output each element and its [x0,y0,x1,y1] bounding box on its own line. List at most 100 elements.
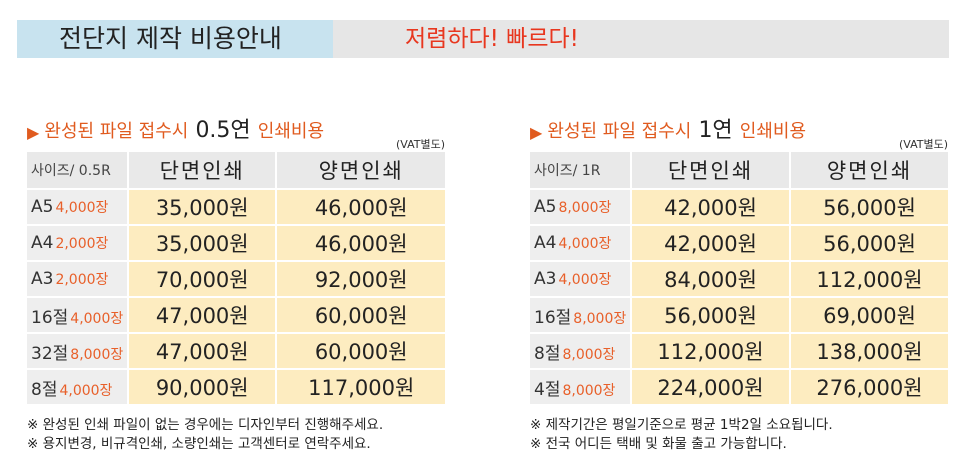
size-label: 16절 [31,307,69,328]
heading-quantity: 1연 [698,118,733,143]
price-table: 사이즈/ 1R 단면인쇄 양면인쇄 A5 8,000장 42,000원 56,00… [528,150,950,406]
table-row: 16절 4,000장 47,000원 60,000원 [27,298,445,332]
size-cell: A3 4,000장 [530,262,630,296]
size-cell: 4절 8,000장 [530,370,630,404]
quantity-label: 4,000장 [558,272,612,288]
quantity-label: 8,000장 [70,346,124,363]
note-line: ※ 제작기간은 평일기준으로 평균 1박2일 소요됩니다. [530,417,833,433]
double-price: 117,000원 [277,370,445,404]
size-cell: A5 8,000장 [530,190,630,224]
double-price: 60,000원 [277,298,445,332]
table-row: A5 4,000장 35,000원 46,000원 [27,190,445,224]
price-section-half-ream: ▶ 완성된 파일 접수시 0.5연 인쇄비용 (VAT별도) 사이즈/ 0.5R… [27,112,445,454]
size-cell: A5 4,000장 [27,190,127,224]
price-table: 사이즈/ 0.5R 단면인쇄 양면인쇄 A5 4,000장 35,000원 46,… [25,150,447,406]
table-header-row: 사이즈/ 0.5R 단면인쇄 양면인쇄 [27,152,445,188]
single-price: 224,000원 [632,370,789,404]
size-cell: 8절 4,000장 [27,370,127,404]
triangle-icon: ▶ [27,123,40,142]
heading-prefix: 완성된 파일 접수시 [44,121,189,142]
double-price: 92,000원 [277,262,445,296]
size-cell: 8절 8,000장 [530,334,630,368]
quantity-label: 8,000장 [558,200,612,216]
heading-prefix: 완성된 파일 접수시 [547,121,692,142]
size-cell: 16절 8,000장 [530,298,630,332]
double-price: 56,000원 [791,190,948,224]
heading-suffix: 인쇄비용 [739,121,807,142]
size-label: 16절 [534,307,572,328]
heading-suffix: 인쇄비용 [257,121,325,142]
size-label: 32절 [31,343,69,364]
size-label: A5 [534,197,557,217]
single-price: 42,000원 [632,190,789,224]
single-price: 90,000원 [129,370,276,404]
quantity-label: 4,000장 [70,310,124,327]
column-header-double: 양면인쇄 [277,152,445,188]
notes: ※ 제작기간은 평일기준으로 평균 1박2일 소요됩니다. ※ 전국 어디든 택… [530,416,948,454]
size-cell: 32절 8,000장 [27,334,127,368]
single-price: 112,000원 [632,334,789,368]
banner: 전단지 제작 비용안내 저렴하다! 빠르다! [17,20,949,58]
size-label: A3 [31,269,54,289]
note-line: ※ 용지변경, 비규격인쇄, 소량인쇄는 고객센터로 연락주세요. [27,436,371,452]
size-label: A4 [31,233,54,253]
quantity-label: 2,000장 [55,272,109,288]
table-row: A3 2,000장 70,000원 92,000원 [27,262,445,296]
table-row: 8절 4,000장 90,000원 117,000원 [27,370,445,404]
note-line: ※ 전국 어디든 택배 및 화물 출고 가능합니다. [530,436,787,452]
quantity-label: 8,000장 [562,382,616,399]
size-label: 8절 [534,343,561,364]
quantity-label: 2,000장 [55,236,109,252]
size-cell: 16절 4,000장 [27,298,127,332]
heading-quantity: 0.5연 [195,118,251,143]
single-price: 42,000원 [632,226,789,260]
single-price: 70,000원 [129,262,276,296]
column-header-size: 사이즈/ 0.5R [27,152,127,188]
section-heading: ▶ 완성된 파일 접수시 0.5연 인쇄비용 (VAT별도) [27,112,445,151]
size-label: 8절 [31,379,58,400]
price-section-one-ream: ▶ 완성된 파일 접수시 1연 인쇄비용 (VAT별도) 사이즈/ 1R 단면인… [530,112,948,454]
quantity-label: 4,000장 [59,382,113,399]
single-price: 56,000원 [632,298,789,332]
table-row: 16절 8,000장 56,000원 69,000원 [530,298,948,332]
quantity-label: 4,000장 [55,200,109,216]
size-cell: A3 2,000장 [27,262,127,296]
double-price: 46,000원 [277,190,445,224]
single-price: 47,000원 [129,334,276,368]
note-line: ※ 완성된 인쇄 파일이 없는 경우에는 디자인부터 진행해주세요. [27,417,384,433]
section-heading: ▶ 완성된 파일 접수시 1연 인쇄비용 (VAT별도) [530,112,948,151]
vat-note: (VAT별도) [395,138,445,151]
double-price: 60,000원 [277,334,445,368]
double-price: 138,000원 [791,334,948,368]
column-header-single: 단면인쇄 [129,152,276,188]
column-header-double: 양면인쇄 [791,152,948,188]
quantity-label: 8,000장 [573,310,627,327]
table-row: 8절 8,000장 112,000원 138,000원 [530,334,948,368]
column-header-size: 사이즈/ 1R [530,152,630,188]
single-price: 84,000원 [632,262,789,296]
size-label: A3 [534,269,557,289]
size-label: A5 [31,197,54,217]
vat-note: (VAT별도) [898,138,948,151]
single-price: 47,000원 [129,298,276,332]
single-price: 35,000원 [129,190,276,224]
table-header-row: 사이즈/ 1R 단면인쇄 양면인쇄 [530,152,948,188]
size-cell: A4 2,000장 [27,226,127,260]
notes: ※ 완성된 인쇄 파일이 없는 경우에는 디자인부터 진행해주세요. ※ 용지변… [27,416,445,454]
table-row: A3 4,000장 84,000원 112,000원 [530,262,948,296]
double-price: 46,000원 [277,226,445,260]
table-row: A5 8,000장 42,000원 56,000원 [530,190,948,224]
single-price: 35,000원 [129,226,276,260]
size-label: A4 [534,233,557,253]
table-row: A4 2,000장 35,000원 46,000원 [27,226,445,260]
double-price: 112,000원 [791,262,948,296]
table-row: 4절 8,000장 224,000원 276,000원 [530,370,948,404]
triangle-icon: ▶ [530,123,543,142]
column-header-single: 단면인쇄 [632,152,789,188]
quantity-label: 8,000장 [562,346,616,363]
size-cell: A4 4,000장 [530,226,630,260]
double-price: 69,000원 [791,298,948,332]
slogan: 저렴하다! 빠르다! [405,26,579,52]
table-row: 32절 8,000장 47,000원 60,000원 [27,334,445,368]
quantity-label: 4,000장 [558,236,612,252]
